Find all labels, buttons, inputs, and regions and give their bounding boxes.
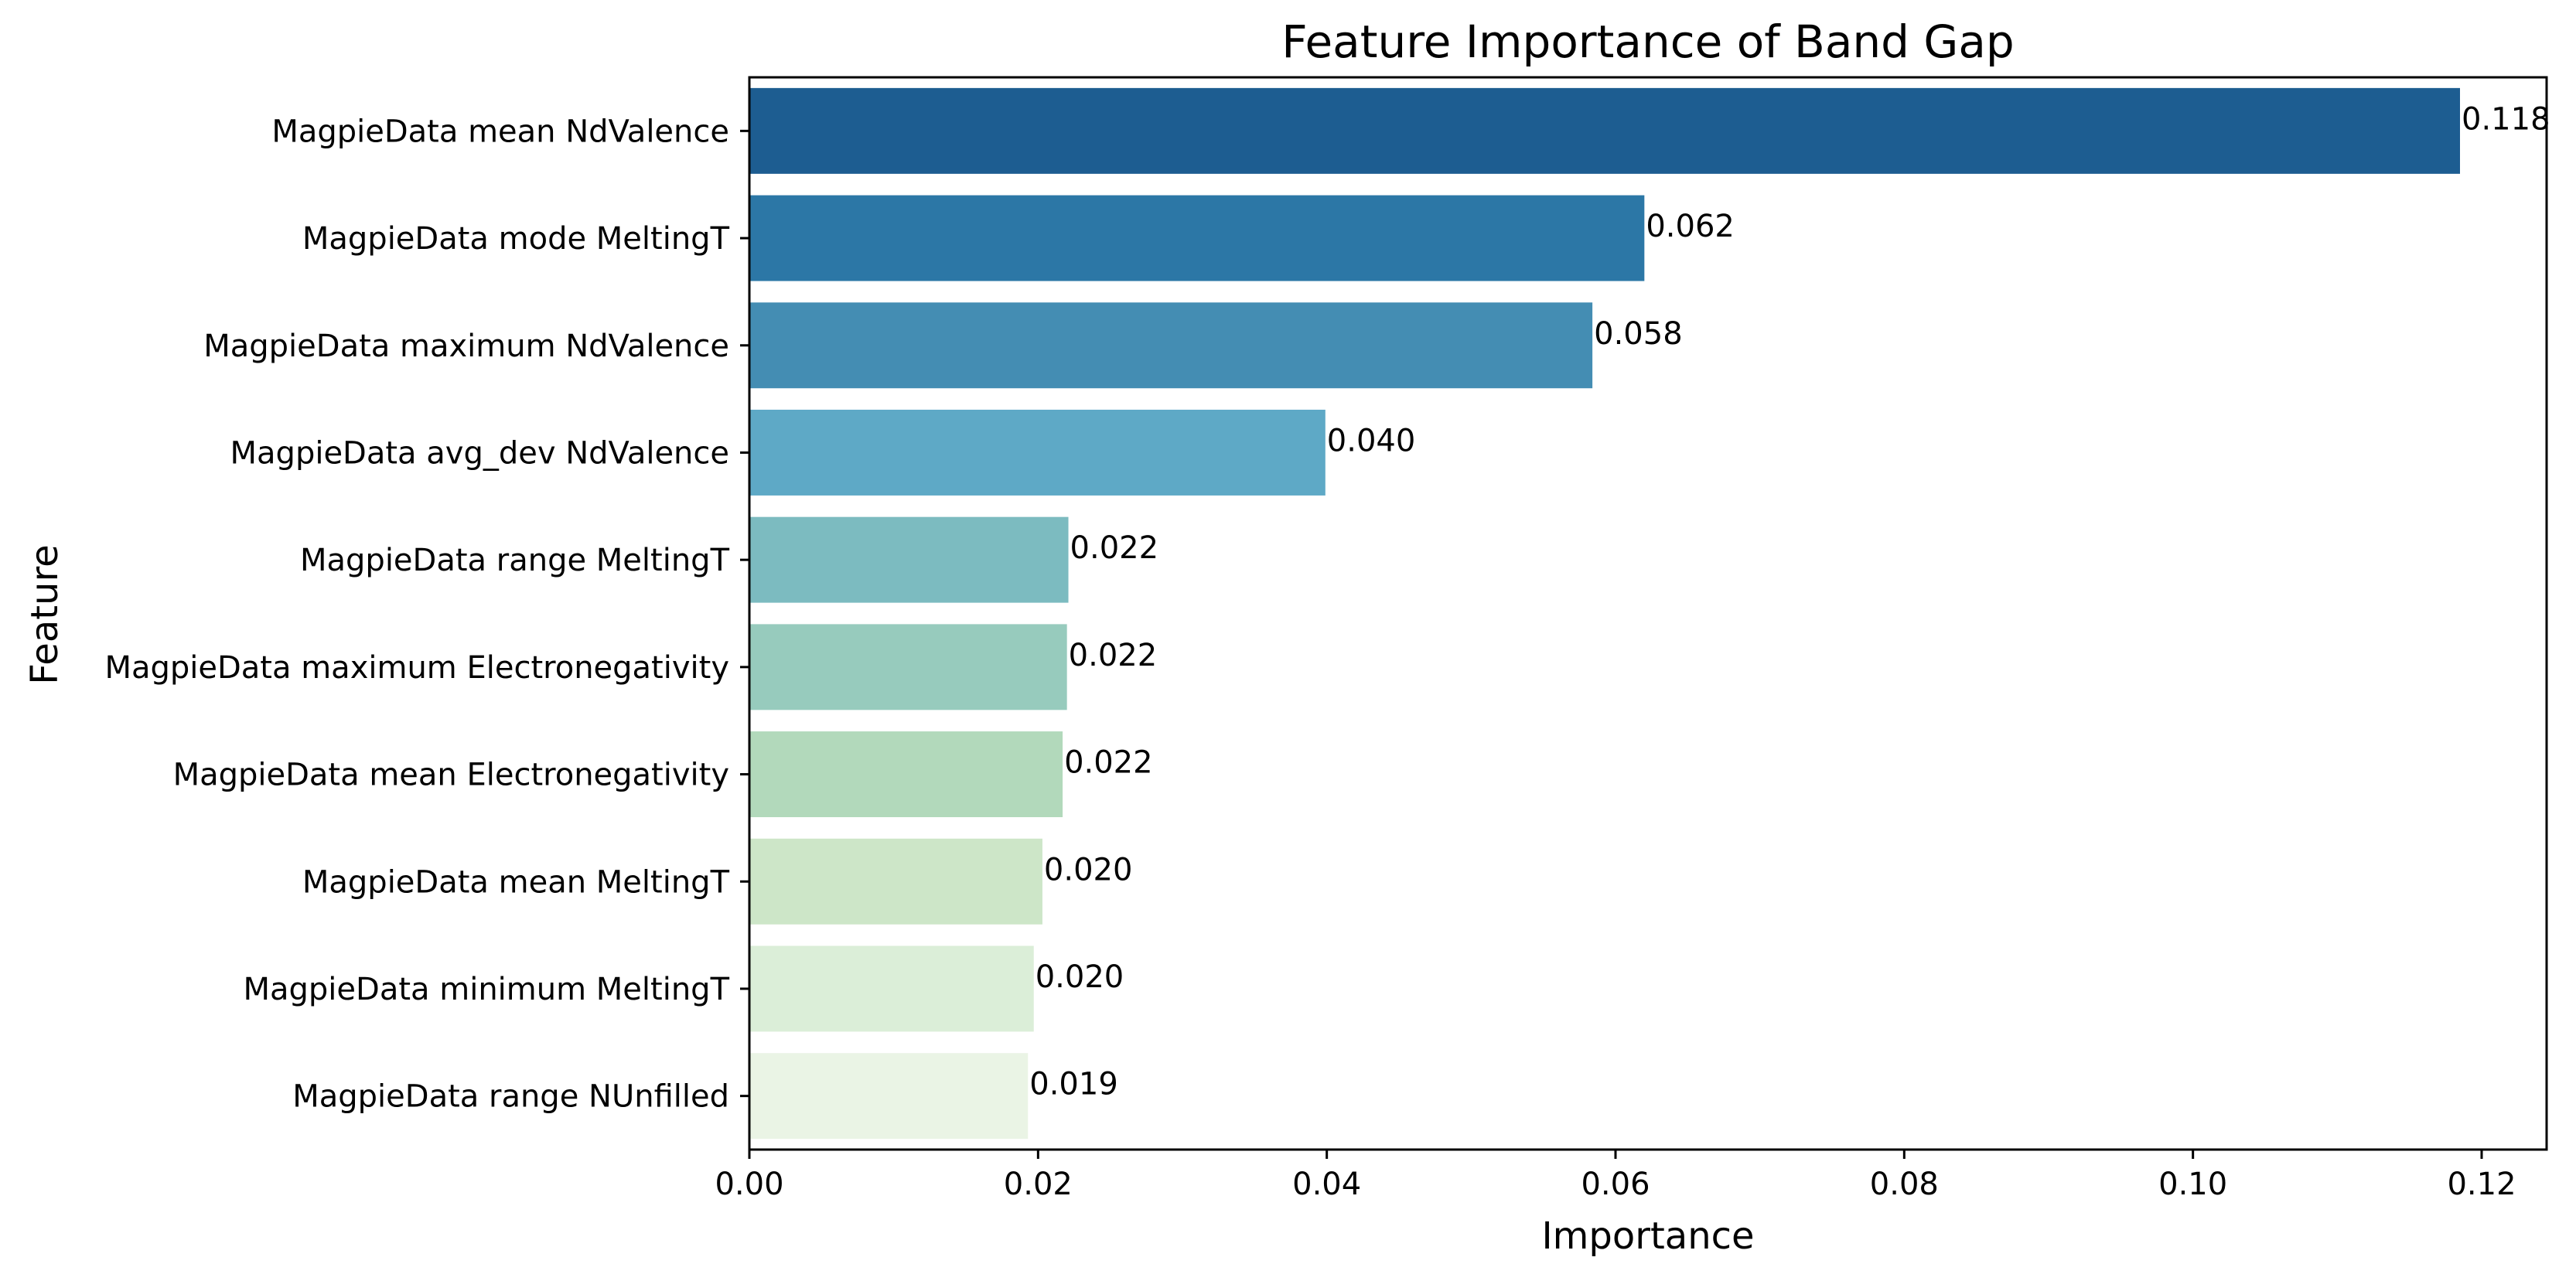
x-tick-label: 0.12 [2447,1167,2516,1202]
x-tick-label: 0.08 [1870,1167,1939,1202]
chart-title: Feature Importance of Band Gap [1281,15,2014,68]
bar-8 [749,838,1042,925]
x-tick-label: 0.10 [2158,1167,2227,1202]
bar-3 [749,302,1593,389]
category-label: MagpieData mean Electronegativity [173,758,729,793]
y-axis-label: Feature [23,544,67,684]
bar-10 [749,1053,1029,1140]
bar-7 [749,731,1063,818]
bar-5 [749,516,1069,603]
category-label: MagpieData maximum NdValence [203,329,729,364]
data-label: 0.019 [1029,1067,1118,1102]
data-label: 0.022 [1070,530,1159,566]
category-label: MagpieData avg_dev NdValence [230,435,729,471]
data-label: 0.020 [1036,959,1124,995]
data-label: 0.062 [1646,209,1735,244]
bar-4 [749,409,1326,496]
category-label: MagpieData range MeltingT [300,543,730,578]
data-label: 0.022 [1064,745,1153,781]
x-tick-label: 0.06 [1581,1167,1650,1202]
bar-9 [749,945,1034,1032]
plot-frame [748,76,2548,1151]
category-label: MagpieData mode MeltingT [302,221,730,257]
category-label: MagpieData mean NdValence [271,114,729,149]
data-label: 0.040 [1327,423,1416,458]
bar-2 [749,195,1645,281]
x-axis-label: Importance [1541,1215,1754,1258]
x-tick-label: 0.00 [715,1167,783,1202]
x-tick-label: 0.04 [1292,1167,1361,1202]
bar-1 [749,87,2460,174]
category-label: MagpieData mean MeltingT [302,864,730,900]
x-axis-ticks: 0.00 0.02 0.04 0.06 0.08 0.10 0.12 [715,1150,2516,1202]
data-label: 0.058 [1594,316,1683,352]
x-tick-label: 0.02 [1004,1167,1073,1202]
bars-group [749,87,2460,1140]
category-label: MagpieData minimum MeltingT [244,972,730,1007]
data-label: 0.118 [2462,101,2550,137]
data-label: 0.020 [1044,852,1133,888]
category-label: MagpieData range NUnfilled [292,1079,729,1115]
bar-6 [749,624,1067,710]
data-labels: 0.118 0.062 0.058 0.040 0.022 0.022 0.022 0.020… [1029,101,2550,1102]
category-labels: MagpieData mean NdValence MagpieData mode… [104,114,749,1115]
data-label: 0.022 [1069,638,1158,673]
category-label: MagpieData maximum Electronegativity [104,650,729,686]
